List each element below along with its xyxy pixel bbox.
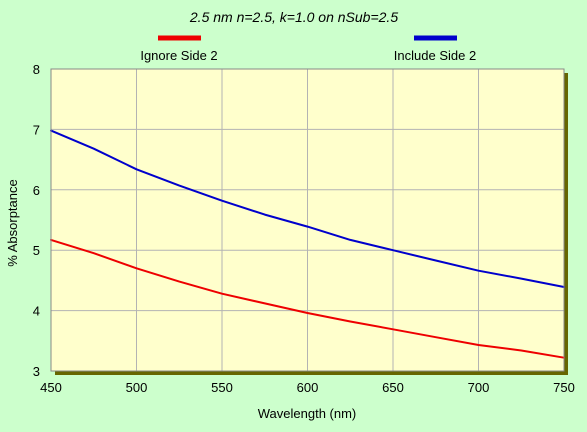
y-tick-label: 5 xyxy=(33,243,40,258)
legend: Ignore Side 2 Include Side 2 xyxy=(140,35,476,63)
legend-label-ignore-side-2: Ignore Side 2 xyxy=(140,48,217,63)
plot-border xyxy=(50,68,565,372)
series-line-ignore-side-2 xyxy=(50,238,565,359)
y-tick-label: 4 xyxy=(33,304,40,319)
x-tick-label: 450 xyxy=(40,380,62,395)
series-layer xyxy=(50,129,565,359)
y-axis-label: % Absorptance xyxy=(5,179,20,266)
x-tick-label: 600 xyxy=(297,380,319,395)
chart-title: 2.5 nm n=2.5, k=1.0 on nSub=2.5 xyxy=(189,9,398,25)
x-tick-label: 550 xyxy=(211,380,233,395)
series-line-include-side-2 xyxy=(50,129,565,288)
y-tick-labels: 3 4 5 6 7 8 xyxy=(33,62,40,379)
x-tick-label: 500 xyxy=(126,380,148,395)
x-tick-label: 700 xyxy=(468,380,490,395)
gridlines xyxy=(51,69,564,371)
legend-label-include-side-2: Include Side 2 xyxy=(394,48,476,63)
y-tick-label: 8 xyxy=(33,62,40,77)
x-tick-labels: 450 500 550 600 650 700 750 xyxy=(40,380,575,395)
x-tick-label: 650 xyxy=(382,380,404,395)
x-axis-label: Wavelength (nm) xyxy=(258,406,357,421)
y-tick-label: 7 xyxy=(33,122,40,137)
y-tick-label: 6 xyxy=(33,183,40,198)
y-tick-label: 3 xyxy=(33,364,40,379)
x-tick-label: 750 xyxy=(553,380,575,395)
